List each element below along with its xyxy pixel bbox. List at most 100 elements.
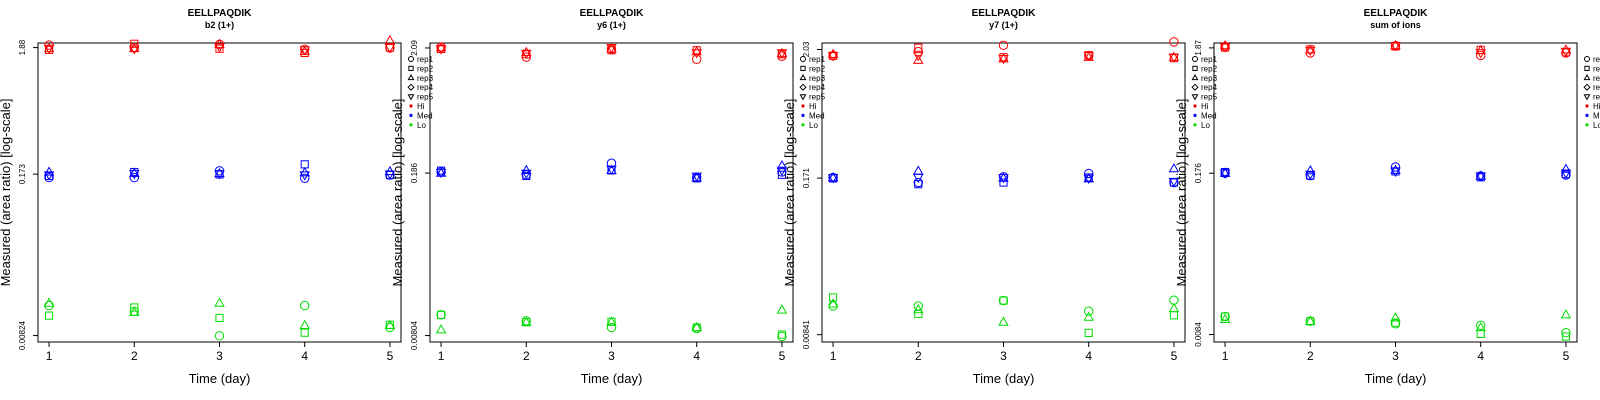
plot-frame [1213,42,1578,343]
data-point-lo-rep3 [1305,315,1316,325]
data-point-med-rep1 [300,173,310,183]
data-point-hi-rep5 [1083,52,1094,62]
data-point-lo-rep1 [777,331,787,342]
x-tick-label: 1 [830,349,837,363]
data-point-med-rep5 [827,174,839,184]
data-point-med-rep5 [1219,169,1231,179]
data-point-hi-rep5 [43,44,55,55]
data-point-med-rep5 [1560,169,1572,179]
y-tick-label: 1.87 [1194,40,1203,56]
data-point-lo-rep2 [45,311,54,320]
data-point-hi-rep3 [913,54,924,64]
data-point-lo-rep3 [1083,311,1094,321]
data-point-med-rep5 [1305,170,1316,181]
legend-label: rep1 [1201,55,1218,64]
legend-swatch [801,123,805,127]
legend-item-rep3: rep3 [407,74,434,83]
data-point-med-rep3 [129,167,140,177]
data-point-med-rep3 [1083,173,1094,183]
data-point-lo-rep2 [1221,312,1230,321]
data-point-hi-rep5 [776,49,788,59]
y-tick-label: 0.0084 [1194,322,1203,347]
data-point-lo-rep3 [1390,312,1401,322]
data-point-hi-rep5 [1219,43,1231,53]
legend-symbol [407,83,415,91]
legend-item-rep2: rep2 [800,64,826,73]
data-point-med-rep3 [1305,164,1316,175]
data-point-lo-rep1 [385,322,395,333]
legend-item-rep1: rep1 [800,55,826,64]
data-point-lo-rep1 [214,331,225,341]
legend-swatch [1585,104,1589,108]
data-point-med-rep2 [777,170,786,179]
data-point-lo-rep1 [828,301,838,311]
data-point-med-rep5 [129,170,140,180]
data-point-med-rep1 [606,158,617,168]
data-point-hi-rep1 [521,52,531,62]
data-point-lo-rep2 [829,293,838,302]
data-point-hi-rep5 [214,43,225,53]
legend-symbol [1191,74,1199,81]
data-point-med-rep3 [1390,164,1401,174]
data-point-hi-rep1 [998,40,1009,51]
legend-item-rep3: rep3 [1191,74,1218,83]
y-axis-label: Measured (area ratio) [log-scale] [0,99,13,287]
legend-label: rep3 [809,74,826,83]
data-point-lo-rep2 [437,310,446,319]
data-point-lo-rep2 [999,296,1008,305]
legend-label: rep4 [417,83,434,92]
legend-item-lo: Lo [409,121,426,130]
legend-symbol [800,65,806,72]
legend-label: rep1 [417,55,434,64]
legend-item-rep4: rep4 [1583,83,1600,92]
legend-item-med: Med [1585,111,1600,120]
legend-label: Hi [1593,102,1600,111]
legend-item-rep1: rep1 [1584,55,1600,64]
x-tick-label: 1 [438,349,445,363]
x-tick-label: 4 [693,349,700,363]
legend-label: Med [417,111,433,120]
data-point-med-rep3 [43,166,55,176]
chart-subtitle: y7 (1+) [989,20,1018,30]
y-tick-label: 2.03 [802,41,811,57]
legend-item-lo: Lo [1193,121,1210,130]
y-tick-label: 0.173 [18,164,27,185]
data-point-med-rep1 [129,172,139,183]
legend-swatch [801,104,805,108]
legend-item-rep3: rep3 [799,74,826,83]
data-point-med-rep3 [214,167,225,178]
data-point-hi-rep5 [129,45,140,55]
data-point-med-rep5 [691,172,702,182]
x-tick-label: 2 [915,349,922,363]
chart-subtitle: y6 (1+) [597,20,626,30]
legend-label: rep2 [809,64,826,73]
legend-swatch [409,104,413,108]
x-tick-label: 3 [608,349,615,363]
legend-swatch [409,123,413,127]
data-point-hi-rep3 [1560,44,1572,54]
legend-label: rep1 [1593,55,1600,64]
legend-label: Med [809,111,825,120]
data-points [827,37,1180,337]
legend-item-rep5: rep5 [407,93,434,102]
data-point-hi-rep3 [998,53,1009,63]
legend-label: rep1 [809,55,826,64]
legend-label: rep4 [1593,83,1600,92]
legend-item-lo: Lo [801,121,818,130]
data-point-lo-rep3 [1560,309,1572,319]
x-tick-label: 4 [1085,349,1092,363]
data-point-lo-rep1 [606,322,617,333]
x-tick-label: 5 [779,349,786,363]
x-tick-label: 1 [1222,349,1229,363]
x-tick-label: 2 [523,349,530,363]
legend-label: rep2 [1593,64,1600,73]
data-point-med-rep3 [1168,163,1180,173]
data-point-hi-rep1 [1169,37,1179,47]
data-point-med-rep1 [1084,168,1094,179]
data-point-lo-rep3 [129,306,140,316]
legend-item-rep4: rep4 [799,83,826,92]
